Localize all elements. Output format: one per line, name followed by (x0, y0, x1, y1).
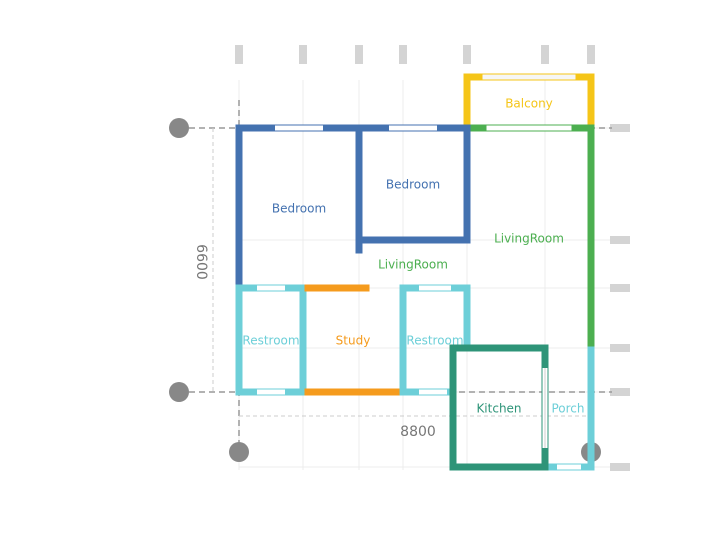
top-axis-markers (235, 45, 595, 64)
room-labels: Bedroom Bedroom LivingRoom LivingRoom Ba… (242, 97, 584, 416)
axis-marker (299, 45, 307, 64)
axis-marker (235, 45, 243, 64)
axis-marker (610, 236, 630, 244)
axis-marker (610, 463, 630, 471)
room-label-kitchen: Kitchen (476, 402, 521, 416)
axis-marker (610, 388, 630, 396)
room-label-living-room-2: LivingRoom (378, 258, 448, 272)
axis-marker (399, 45, 407, 64)
axis-marker (541, 45, 549, 64)
study-walls (304, 284, 402, 396)
axis-marker (610, 124, 630, 132)
axis-node (169, 118, 189, 138)
restroom-2-windows (419, 285, 451, 395)
dimension-label-vertical: 6600 (193, 244, 209, 280)
dimension-label-horizontal: 8800 (400, 424, 436, 440)
right-axis-markers (610, 124, 630, 471)
room-label-restroom-2: Restroom (406, 334, 463, 348)
room-label-living-room-1: LivingRoom (494, 232, 564, 246)
balcony-walls (463, 73, 595, 128)
room-label-restroom-1: Restroom (242, 334, 299, 348)
axis-node (169, 382, 189, 402)
axis-marker (610, 284, 630, 292)
room-label-balcony: Balcony (505, 97, 553, 111)
restroom-1-windows (257, 285, 285, 395)
living-room-walls (463, 124, 595, 350)
room-label-bedroom-2: Bedroom (386, 178, 440, 192)
dimension-lines (212, 128, 591, 417)
axis-marker (355, 45, 363, 64)
axis-marker (610, 344, 630, 352)
axis-marker (463, 45, 471, 64)
room-label-bedroom-1: Bedroom (272, 202, 326, 216)
axis-marker (587, 45, 595, 64)
room-label-porch: Porch (551, 402, 584, 416)
axis-nodes (169, 118, 601, 462)
axis-node (229, 442, 249, 462)
room-label-study: Study (336, 334, 371, 348)
